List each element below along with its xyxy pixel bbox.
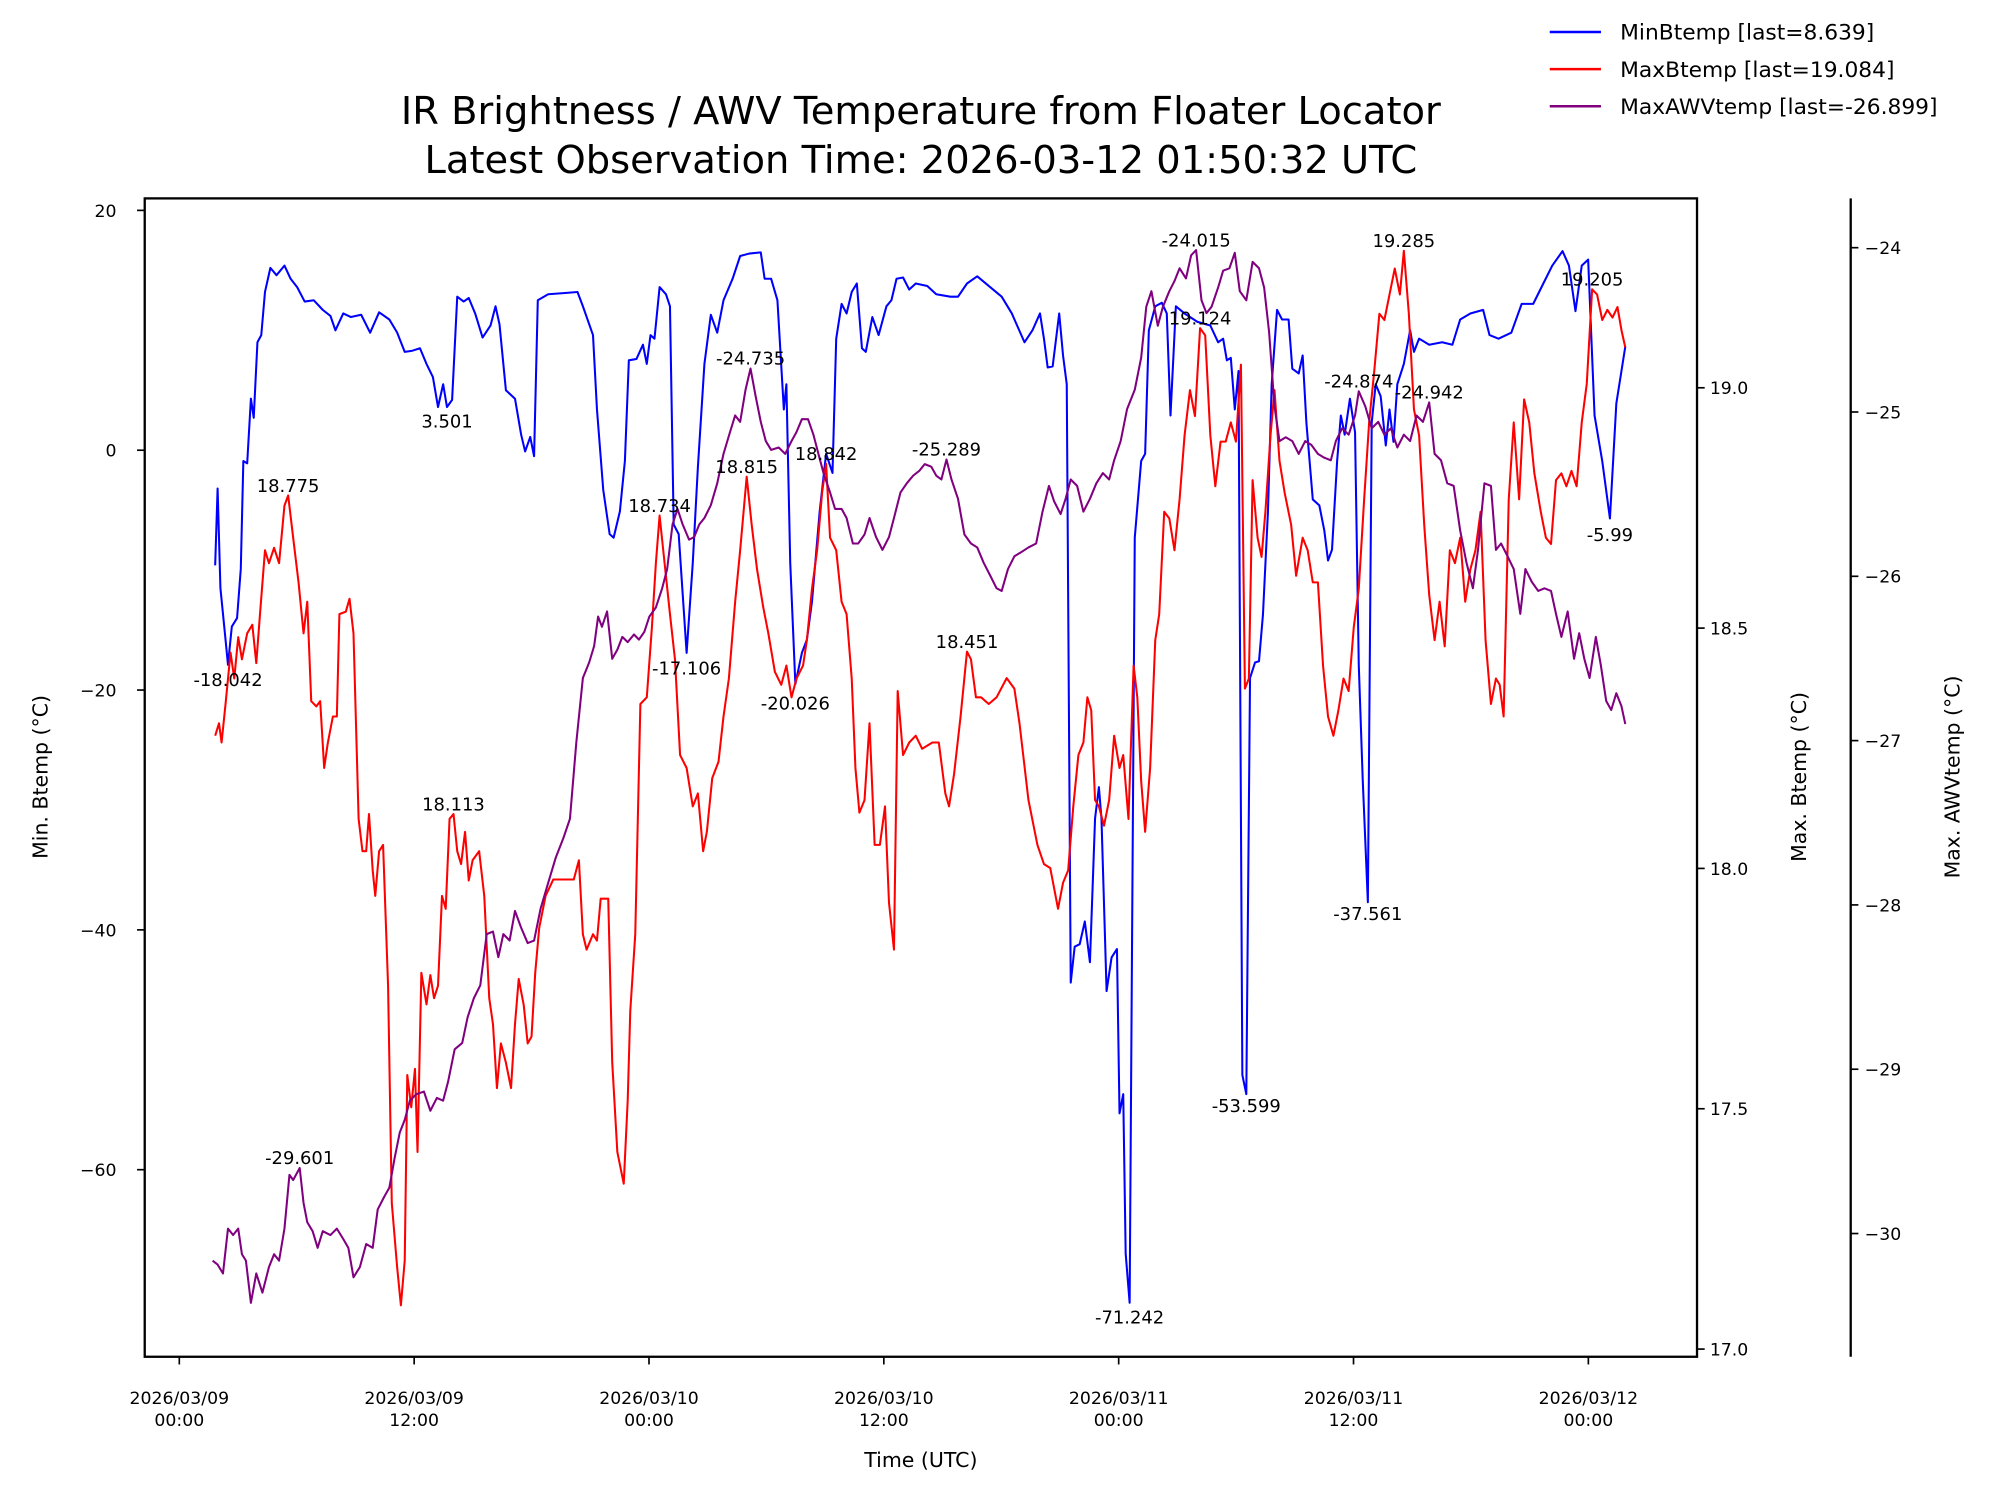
- left-tick-label: −40: [80, 921, 116, 941]
- right2-tick-label: −27: [1865, 732, 1901, 752]
- x-tick-label-date: 2026/03/10: [599, 1389, 699, 1409]
- data-annotation: 19.124: [1169, 308, 1232, 329]
- data-annotation: 18.775: [257, 476, 320, 497]
- left-tick-label: −60: [80, 1161, 116, 1181]
- data-annotation: -37.561: [1333, 904, 1402, 925]
- x-tick-label-date: 2026/03/09: [364, 1389, 464, 1409]
- right2-tick-label: −24: [1865, 239, 1901, 259]
- right-tick-label: 18.5: [1710, 620, 1748, 640]
- x-tick-label-time: 12:00: [389, 1411, 439, 1431]
- left-tick-label: 20: [95, 202, 117, 222]
- right2-tick-label: −25: [1865, 403, 1901, 423]
- data-annotation: -71.242: [1095, 1308, 1164, 1329]
- x-tick-label-date: 2026/03/09: [130, 1389, 230, 1409]
- right-tick-label: 18.0: [1710, 860, 1748, 880]
- data-annotation: 18.113: [422, 794, 485, 815]
- x-tick-label-date: 2026/03/11: [1304, 1389, 1404, 1409]
- data-annotation: -25.289: [912, 440, 981, 461]
- data-annotation: 18.734: [628, 496, 691, 517]
- x-tick-label-time: 12:00: [1329, 1411, 1379, 1431]
- x-axis-label: Time (UTC): [863, 1448, 977, 1472]
- data-annotation: -29.601: [265, 1148, 334, 1169]
- legend-label-maxbtemp: MaxBtemp [last=19.084]: [1620, 58, 1894, 83]
- data-annotation: 19.205: [1561, 269, 1624, 290]
- data-annotation: 19.285: [1372, 231, 1435, 252]
- series-line-maxbtemp: [214, 249, 1627, 1307]
- series-line-minbtemp: [214, 250, 1627, 1304]
- data-annotation: -24.874: [1324, 371, 1393, 392]
- tick-layer: 2026/03/0900:002026/03/0912:002026/03/10…: [80, 202, 1901, 1431]
- right-axis-label: Max. Btemp (°C): [1787, 692, 1811, 862]
- x-tick-label-date: 2026/03/11: [1069, 1389, 1169, 1409]
- data-annotation: 18.451: [936, 632, 999, 653]
- annotation-layer: -18.042 3.501 -17.106 -20.026 -71.242 -53.599…: [193, 230, 1633, 1328]
- data-annotation: 3.501: [421, 411, 472, 432]
- data-annotation: -24.942: [1395, 383, 1464, 404]
- right2-tick-label: −30: [1865, 1225, 1901, 1245]
- right-tick-label: 17.0: [1710, 1340, 1748, 1360]
- right-tick-label: 17.5: [1710, 1100, 1748, 1120]
- data-annotation: 18.815: [715, 457, 778, 478]
- x-tick-label-date: 2026/03/10: [834, 1389, 934, 1409]
- chart-title-line-2: Latest Observation Time: 2026-03-12 01:5…: [425, 138, 1418, 183]
- right2-tick-label: −26: [1865, 568, 1901, 588]
- series-line-maxawvtemp: [211, 249, 1627, 1304]
- plot-frame: [143, 197, 1699, 1358]
- x-tick-label-time: 00:00: [1563, 1411, 1613, 1431]
- x-tick-label-date: 2026/03/12: [1539, 1389, 1639, 1409]
- legend: MinBtemp [last=8.639] MaxBtemp [last=19.…: [1549, 21, 1938, 120]
- right-tick-label: 19.0: [1710, 379, 1748, 399]
- data-annotation: -18.042: [193, 670, 262, 691]
- data-annotation: -5.99: [1587, 525, 1633, 546]
- data-annotation: -17.106: [652, 659, 721, 680]
- data-annotation: -53.599: [1212, 1096, 1281, 1117]
- x-tick-label-time: 00:00: [624, 1411, 674, 1431]
- x-tick-label-time: 12:00: [859, 1411, 909, 1431]
- x-tick-label-time: 00:00: [1094, 1411, 1144, 1431]
- data-annotation: 18.842: [795, 444, 858, 465]
- data-annotation: -24.735: [716, 349, 785, 370]
- right2-tick-label: −29: [1865, 1061, 1901, 1081]
- left-tick-label: −20: [80, 681, 116, 701]
- data-annotation: -24.015: [1162, 230, 1231, 251]
- right2-axis-label: Max. AWVtemp (°C): [1941, 675, 1965, 878]
- left-tick-label: 0: [106, 442, 117, 462]
- right2-tick-label: −28: [1865, 896, 1901, 916]
- series-layer: [211, 249, 1627, 1307]
- chart-title-line-1: IR Brightness / AWV Temperature from Flo…: [401, 89, 1441, 134]
- legend-label-maxawvtemp: MaxAWVtemp [last=-26.899]: [1620, 95, 1937, 120]
- left-axis-label: Min. Btemp (°C): [28, 695, 52, 859]
- data-annotation: -20.026: [761, 694, 830, 715]
- legend-label-minbtemp: MinBtemp [last=8.639]: [1620, 21, 1874, 46]
- x-tick-label-time: 00:00: [154, 1411, 204, 1431]
